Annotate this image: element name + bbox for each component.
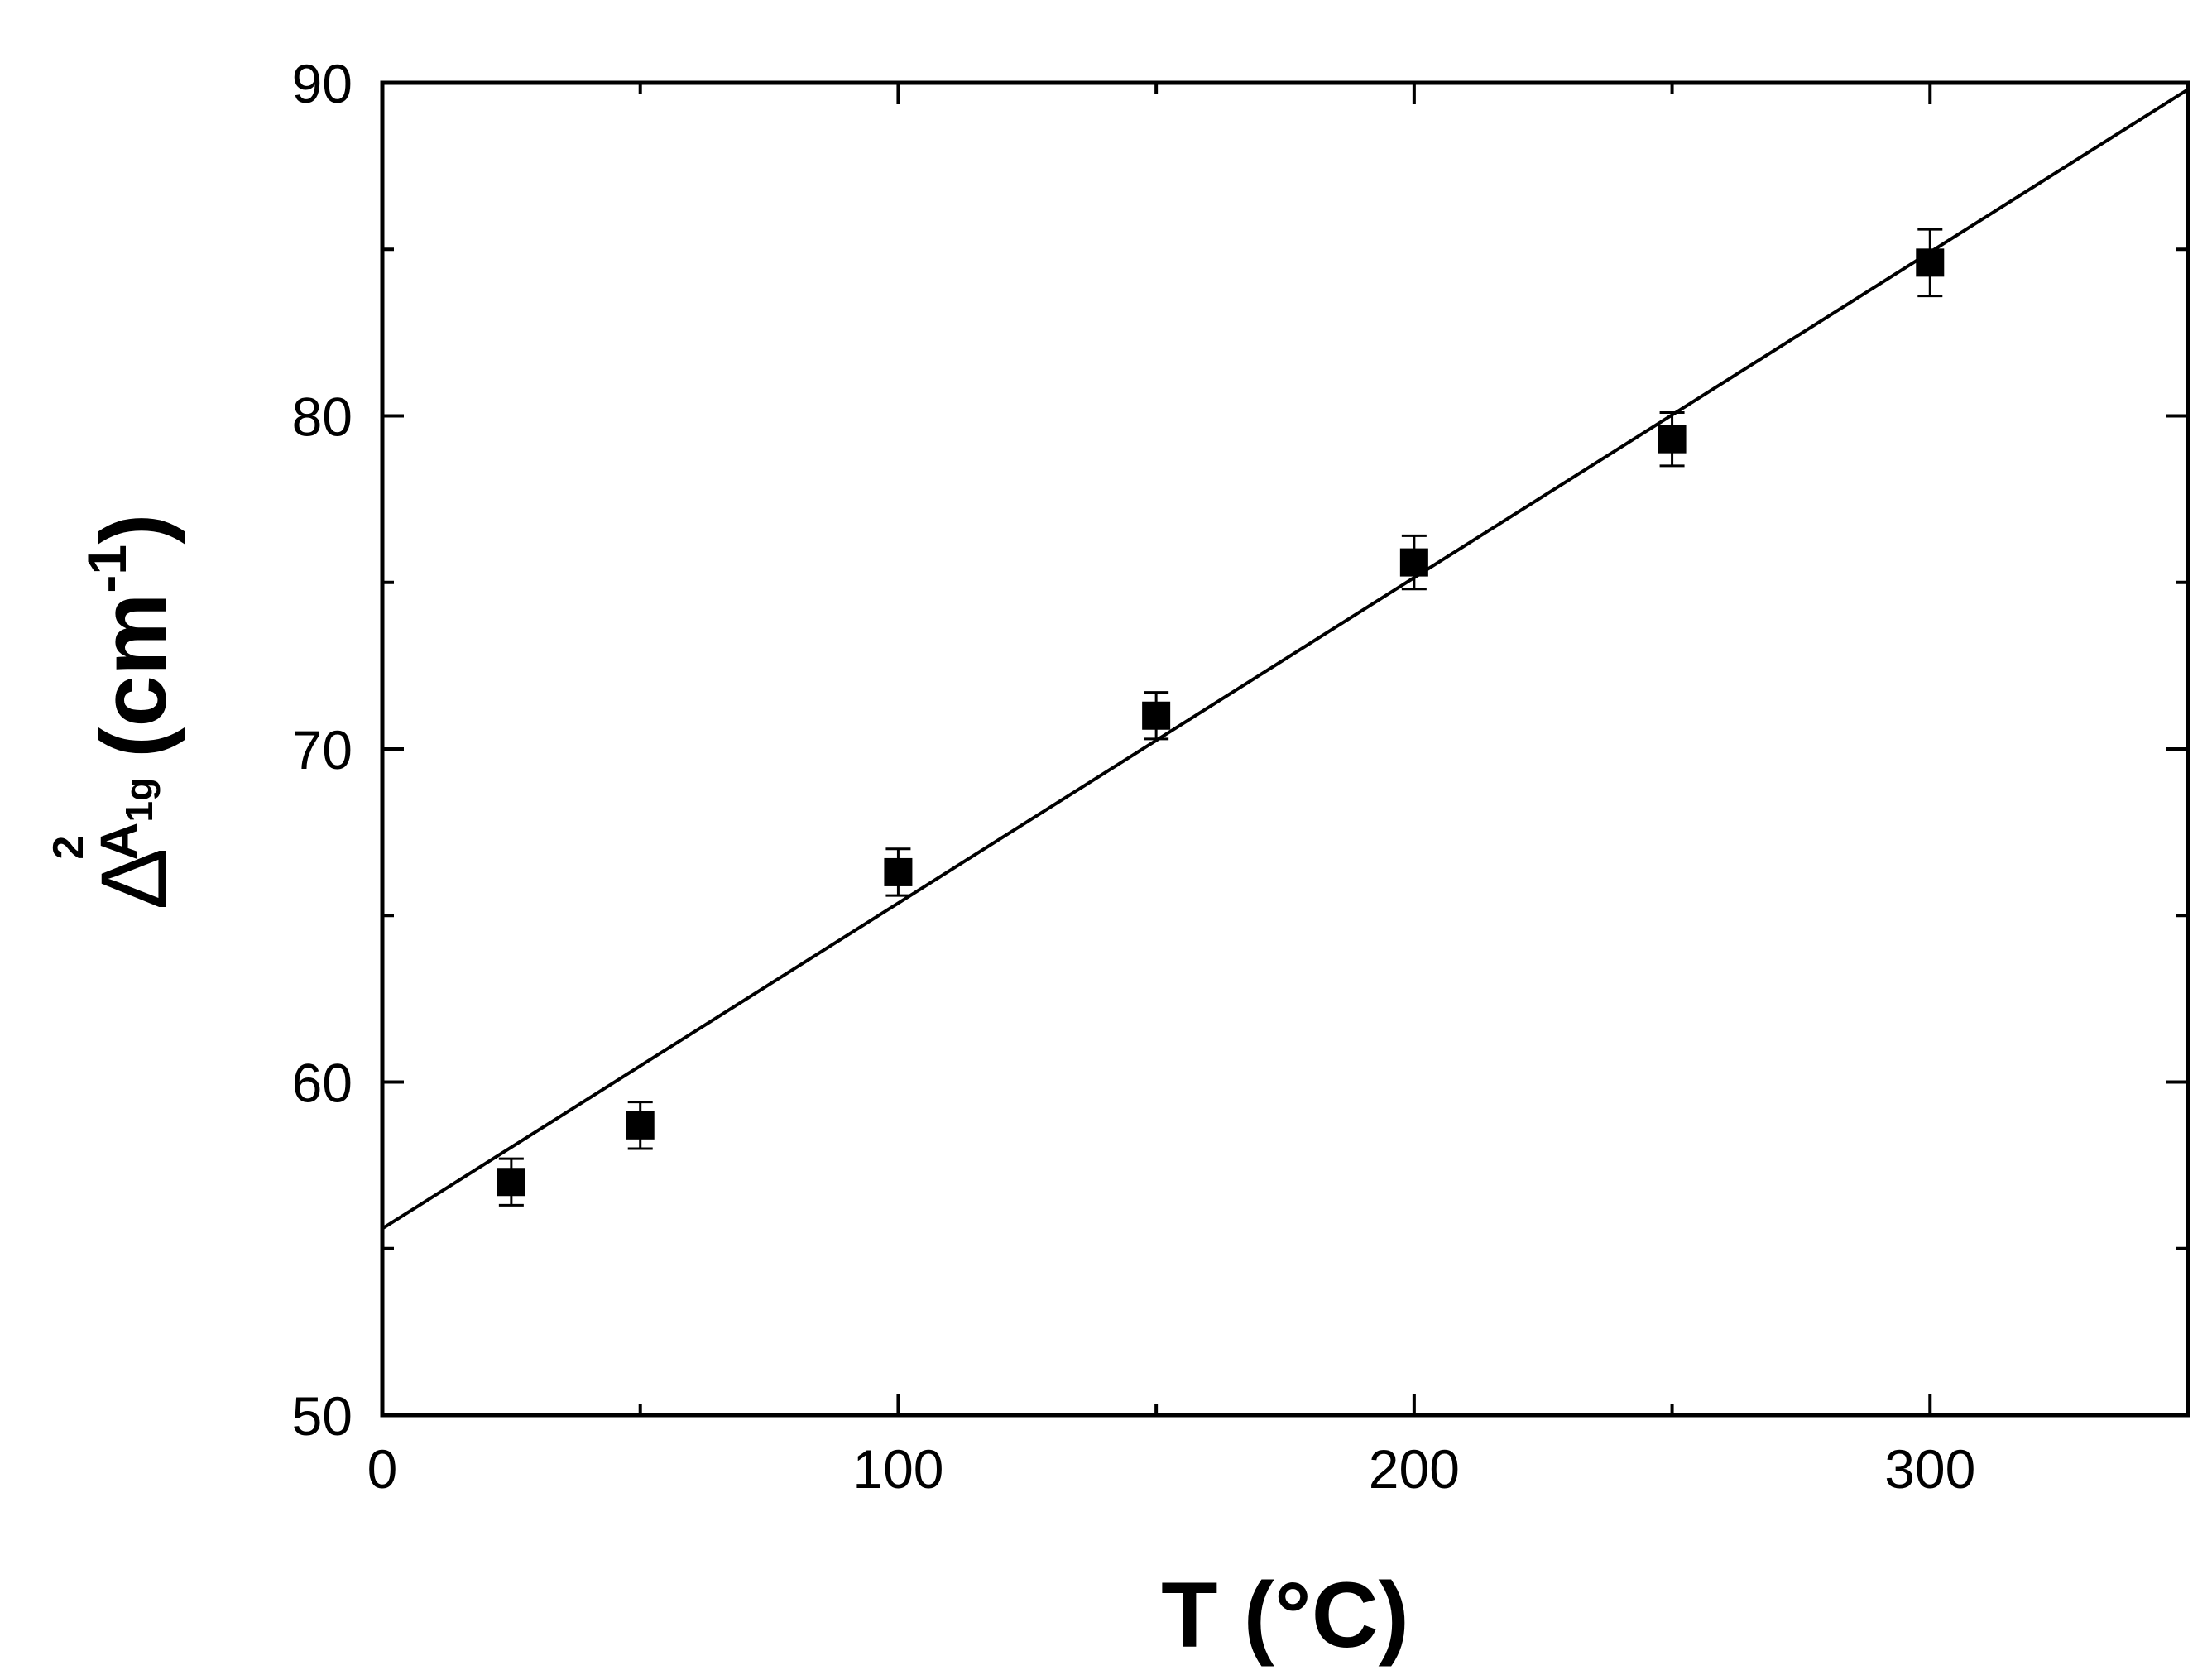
tick-labels: 0 100 200 300 50 60 70 80 90: [292, 53, 1976, 1500]
y-tick-label: 80: [292, 386, 353, 448]
data-point: [884, 857, 913, 886]
y-axis-unit-open: (cm: [82, 593, 185, 758]
fit-line: [381, 88, 2190, 1231]
data-point: [497, 1168, 525, 1197]
y-tick-label: 90: [292, 53, 353, 114]
data-point: [626, 1111, 655, 1140]
axis-ticks: [381, 81, 2190, 1417]
y-tick-label: 70: [292, 719, 353, 780]
x-tick-label: 200: [1369, 1438, 1460, 1500]
x-tick-label: 300: [1884, 1438, 1975, 1500]
y-axis-subscript-sub: 1g: [118, 778, 161, 823]
data-point: [1916, 248, 1945, 277]
x-tick-label: 100: [852, 1438, 943, 1500]
y-tick-label: 50: [292, 1385, 353, 1447]
y-axis-symbol: Δ: [82, 848, 185, 910]
data-points: [497, 248, 1945, 1197]
y-axis-superscript: 2: [45, 836, 93, 860]
error-bars: [498, 228, 1943, 1207]
y-axis-title: Δ2A1g (cm-1): [45, 514, 185, 910]
y-axis-unit-exponent: -1: [76, 545, 137, 593]
data-point: [1399, 548, 1428, 577]
data-point: [1142, 701, 1171, 730]
y-axis-unit-close: ): [82, 514, 185, 545]
x-tick-label: 0: [367, 1438, 398, 1500]
y-axis-subscript-main: A: [89, 822, 149, 860]
svg-text:Δ2A1g(cm-1): Δ2A1g (cm-1): [45, 514, 185, 910]
data-point: [1658, 425, 1687, 454]
y-tick-label: 60: [292, 1053, 353, 1114]
x-axis-title: T (°C): [1161, 1563, 1409, 1667]
plot-frame: [380, 80, 2190, 1418]
